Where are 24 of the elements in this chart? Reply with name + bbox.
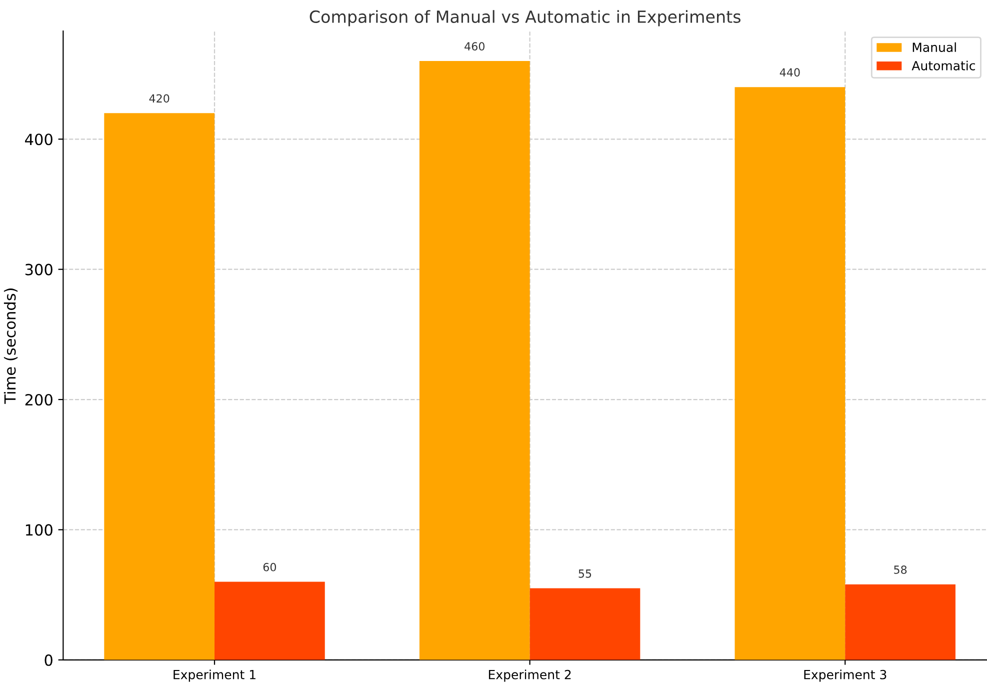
- data-label: 55: [578, 570, 592, 578]
- data-label: 58: [894, 566, 907, 574]
- y-tick-label: 200: [25, 394, 52, 406]
- y-tick-label: 300: [25, 264, 52, 276]
- x-tick-label: Experiment 1: [174, 670, 256, 682]
- legend-label: Manual: [912, 42, 956, 52]
- y-axis-title: Time (seconds): [4, 288, 18, 404]
- bar: [530, 588, 640, 660]
- data-label: 420: [149, 94, 170, 103]
- y-tick-label: 100: [26, 524, 52, 536]
- bar: [845, 584, 956, 660]
- chart-title: Comparison of Manual vs Automatic in Experiments: [310, 10, 740, 26]
- data-label: 460: [464, 42, 484, 51]
- bar: [104, 113, 215, 660]
- y-tick-label: 0: [44, 654, 52, 666]
- bar: [734, 87, 846, 660]
- bar: [214, 582, 325, 660]
- data-label: 440: [780, 68, 800, 77]
- y-tick-label: 400: [25, 134, 52, 146]
- data-label: 60: [263, 562, 276, 572]
- bar: [419, 61, 530, 660]
- x-tick-label: Experiment 2: [488, 670, 571, 682]
- x-tick-label: Experiment 3: [804, 670, 886, 682]
- legend-label: Automatic: [912, 60, 975, 70]
